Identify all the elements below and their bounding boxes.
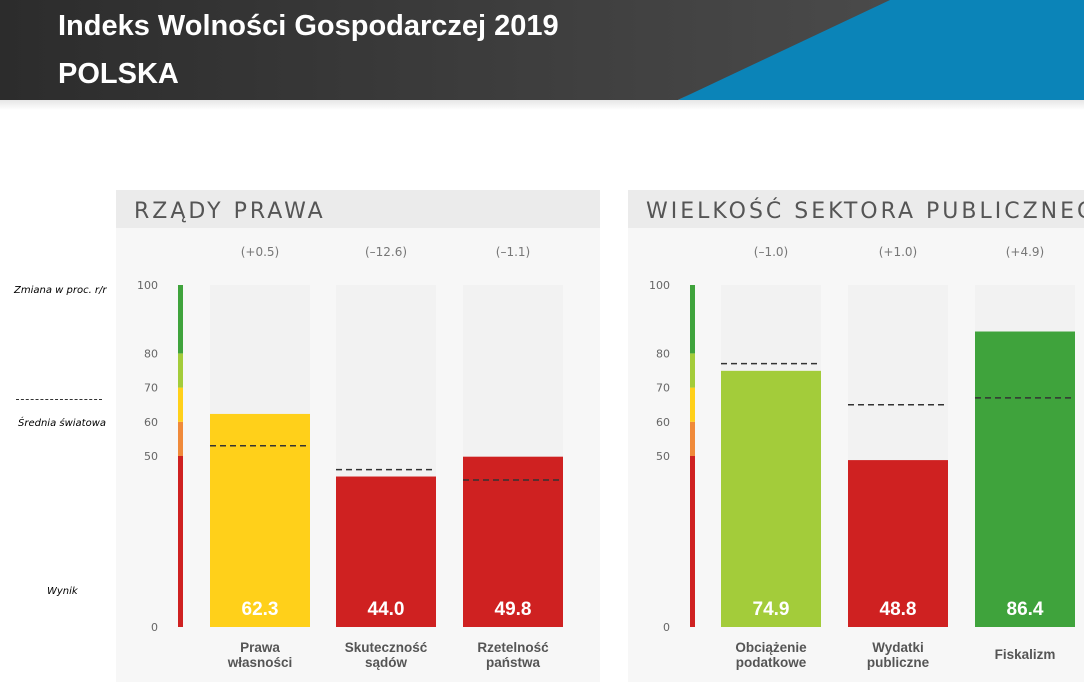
world-average-legend-line [16, 399, 102, 400]
category-label: własności [227, 655, 293, 670]
bar-value-label: 49.8 [495, 599, 532, 620]
page-subtitle: POLSKA [58, 58, 179, 90]
category-label: Obciążenie [735, 640, 807, 655]
category-label: podatkowe [736, 655, 807, 670]
category-label: publiczne [867, 655, 930, 670]
panel-title: RZĄDY PRAWA [134, 199, 326, 224]
score-scale-band [690, 456, 695, 627]
banner-blue-area [678, 0, 1084, 100]
bar [336, 476, 436, 627]
y-tick-label: 70 [144, 382, 158, 395]
score-scale-band [690, 421, 695, 456]
bar-value-label: 74.9 [753, 599, 790, 620]
score-legend-label: Wynik [47, 586, 78, 597]
bar [721, 370, 821, 627]
y-tick-label: 70 [656, 382, 670, 395]
y-tick-label: 80 [144, 347, 158, 360]
category-label: Wydatki [872, 640, 924, 655]
y-tick-label: 50 [656, 450, 670, 463]
category-label: Skuteczność [345, 640, 428, 655]
panel-header-background [628, 190, 1084, 228]
chart-panel-1: RZĄDY PRAWA 0 50 60 70 80 100 62.3 (+0.5) Prawawł… [116, 190, 600, 682]
bar [848, 460, 948, 627]
score-scale-band [178, 387, 183, 422]
page-title: Indeks Wolności Gospodarczej 2019 [58, 10, 559, 42]
change-legend-label: Zmiana w proc. r/r [14, 285, 107, 296]
score-scale-band [690, 285, 695, 354]
y-tick-label: 0 [151, 621, 158, 634]
chart-panel-2: WIELKOŚĆ SEKTORA PUBLICZNEGO 0 50 60 70 80 100… [628, 190, 1084, 682]
category-label: sądów [365, 655, 408, 670]
bar-value-label: 86.4 [1007, 599, 1044, 620]
y-tick-label: 0 [663, 621, 670, 634]
header-banner [0, 0, 1084, 110]
score-scale-band [178, 456, 183, 627]
y-tick-label: 60 [144, 416, 158, 429]
bar [210, 413, 310, 627]
category-label: państwa [486, 655, 541, 670]
y-tick-label: 50 [144, 450, 158, 463]
world-average-legend-label: Średnia światowa [18, 418, 107, 429]
score-scale-band [690, 353, 695, 388]
banner-shadow [0, 100, 1084, 110]
y-tick-label: 80 [656, 347, 670, 360]
category-label: Prawa [240, 640, 280, 655]
score-scale-band [178, 421, 183, 456]
change-label: (+4.9) [1006, 245, 1045, 259]
score-scale-band [178, 285, 183, 354]
change-label: (–12.6) [365, 245, 407, 259]
category-label: Fiskalizm [995, 647, 1056, 662]
score-scale-band [690, 387, 695, 422]
y-tick-label: 60 [656, 416, 670, 429]
bar-value-label: 48.8 [880, 599, 917, 620]
y-tick-label: 100 [649, 279, 670, 292]
change-label: (+0.5) [241, 245, 280, 259]
change-label: (–1.0) [754, 245, 788, 259]
bar-value-label: 62.3 [242, 599, 279, 620]
bar-value-label: 44.0 [368, 599, 405, 620]
category-label: Rzetelność [477, 640, 549, 655]
panel-header-background [116, 190, 600, 228]
score-scale-band [178, 353, 183, 388]
change-label: (+1.0) [879, 245, 918, 259]
panel-title: WIELKOŚĆ SEKTORA PUBLICZNEGO [646, 198, 1084, 224]
banner-dark-area [0, 0, 890, 100]
change-label: (–1.1) [496, 245, 530, 259]
y-tick-label: 100 [137, 279, 158, 292]
bar [463, 456, 563, 627]
bar [975, 331, 1075, 627]
